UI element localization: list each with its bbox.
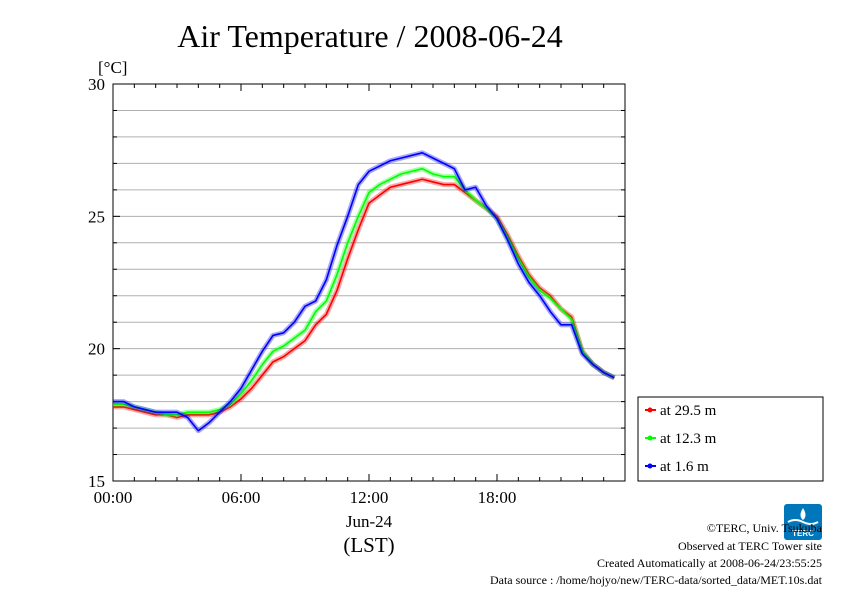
x-axis-ticks: 00:00 06:00 12:00 18:00 bbox=[94, 84, 626, 507]
y-axis-label: [°C] bbox=[98, 58, 127, 77]
created-text: Created Automatically at 2008-06-24/23:5… bbox=[597, 556, 822, 570]
observed-text: Observed at TERC Tower site bbox=[678, 539, 822, 553]
water-drop-icon bbox=[800, 508, 806, 520]
x-tick-label: 18:00 bbox=[478, 488, 517, 507]
legend-label: at 12.3 m bbox=[660, 431, 717, 447]
y-tick-label: 30 bbox=[88, 75, 105, 94]
series-lines bbox=[113, 150, 616, 434]
legend-label: at 29.5 m bbox=[660, 403, 717, 419]
legend-marker bbox=[647, 435, 653, 441]
legend-marker bbox=[647, 463, 653, 469]
chart-title: Air Temperature / 2008-06-24 bbox=[177, 18, 563, 54]
date-label: Jun-24 bbox=[346, 512, 393, 531]
legend-box bbox=[637, 396, 824, 482]
copyright-text: ©TERC, Univ. Tsukuba bbox=[707, 521, 823, 535]
y-tick-label: 20 bbox=[88, 340, 105, 359]
y-axis-ticks: 15 20 25 30 bbox=[88, 75, 625, 491]
grid-lines bbox=[113, 109, 625, 456]
y-tick-label: 25 bbox=[88, 207, 105, 226]
y-tick-label: 15 bbox=[88, 472, 105, 491]
x-tick-label: 12:00 bbox=[350, 488, 389, 507]
series-line-2 bbox=[113, 167, 615, 416]
legend-marker bbox=[647, 407, 653, 413]
x-tick-label: 06:00 bbox=[222, 488, 261, 507]
x-axis-label: (LST) bbox=[343, 533, 394, 557]
legend-label: at 1.6 m bbox=[660, 459, 709, 475]
wave-icon bbox=[787, 519, 819, 525]
logo-text: TERC bbox=[792, 529, 814, 538]
terc-logo: TERC bbox=[784, 504, 822, 540]
x-tick-label: 00:00 bbox=[94, 488, 133, 507]
series-line-3 bbox=[113, 152, 615, 432]
series-halo-3 bbox=[113, 150, 616, 434]
legend: at 29.5 m at 12.3 m at 1.6 m bbox=[637, 396, 824, 482]
series-line-1 bbox=[113, 178, 615, 419]
data-source-text: Data source : /home/hojyo/new/TERC-data/… bbox=[490, 573, 823, 587]
